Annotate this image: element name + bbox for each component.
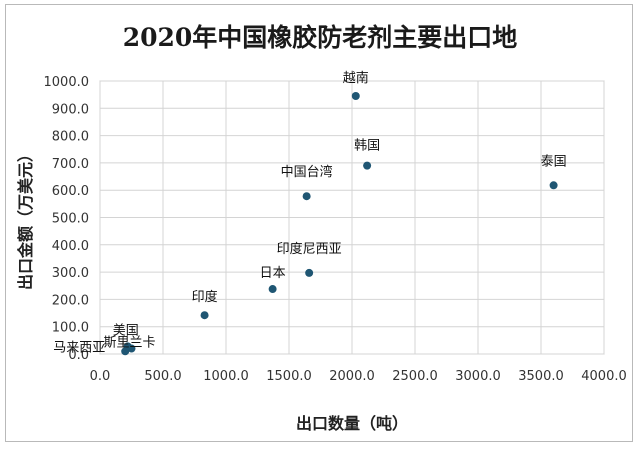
y-tick-label: 200.0 (52, 293, 89, 308)
data-point (351, 92, 360, 101)
y-axis-label: 出口金额（万美元） (16, 146, 35, 290)
data-label: 越南 (343, 70, 369, 86)
x-tick-label: 500.0 (144, 369, 181, 384)
chart-frame (5, 4, 633, 442)
y-tick-label: 800.0 (52, 130, 89, 145)
data-label: 韩国 (354, 139, 380, 154)
x-tick-label: 1000.0 (203, 369, 249, 384)
x-tick-label: 2500.0 (392, 369, 438, 384)
x-tick-label: 3500.0 (518, 369, 564, 384)
data-point (127, 344, 136, 353)
data-label: 印度尼西亚 (277, 241, 342, 257)
data-point (549, 181, 558, 190)
data-point (302, 192, 311, 201)
x-tick-label: 4000.0 (581, 369, 627, 384)
data-label: 马来西亚 (53, 340, 105, 355)
y-tick-label: 400.0 (52, 239, 89, 254)
data-label: 泰国 (541, 154, 567, 169)
y-tick-label: 500.0 (52, 212, 89, 227)
data-label: 印度 (192, 289, 218, 305)
x-axis-label: 出口数量（吨） (296, 414, 408, 433)
data-point (363, 161, 372, 170)
data-point (200, 311, 209, 320)
y-tick-label: 900.0 (52, 102, 89, 117)
y-tick-label: 300.0 (52, 266, 89, 281)
data-point (305, 268, 314, 277)
x-tick-label: 2000.0 (329, 369, 375, 384)
x-tick-label: 3000.0 (455, 369, 501, 384)
data-label: 中国台湾 (281, 164, 333, 180)
data-label: 美国 (113, 323, 139, 338)
data-point (268, 285, 277, 294)
x-tick-label: 0.0 (90, 369, 111, 384)
data-point (121, 347, 130, 356)
x-tick-label: 1500.0 (266, 369, 312, 384)
data-label: 斯里兰卡 (103, 336, 155, 351)
y-tick-label: 0.0 (68, 348, 89, 363)
y-tick-label: 1000.0 (44, 75, 90, 90)
data-label: 日本 (260, 266, 286, 281)
chart-title: 2020年中国橡胶防老剂主要出口地 (122, 23, 518, 52)
y-tick-label: 600.0 (52, 184, 89, 199)
y-tick-label: 700.0 (52, 157, 89, 172)
y-tick-label: 100.0 (52, 321, 89, 336)
